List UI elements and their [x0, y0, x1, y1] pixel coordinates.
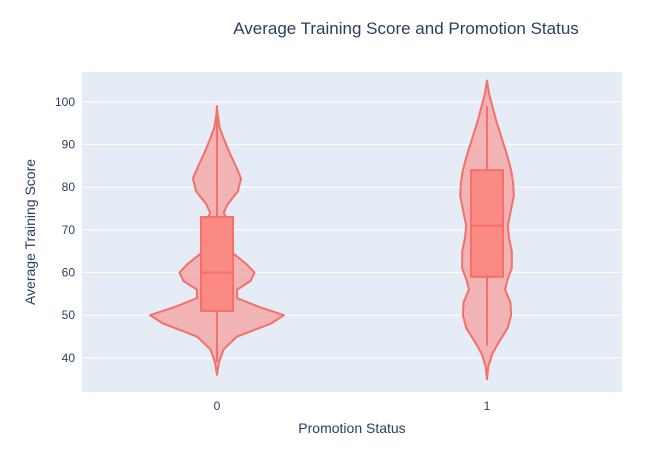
- x-axis-label: Promotion Status: [298, 420, 405, 436]
- violin-1: [459, 79, 515, 381]
- y-axis-label: Average Training Score: [22, 159, 38, 305]
- y-tick-label-50: 50: [62, 308, 76, 322]
- y-tick-label-60: 60: [62, 266, 76, 280]
- violins: [149, 79, 515, 381]
- y-tick-label-80: 80: [62, 180, 76, 194]
- plot-background: [82, 72, 622, 392]
- x-tick-label-0: 0: [214, 399, 221, 413]
- chart-title: Average Training Score and Promotion Sta…: [233, 19, 579, 38]
- y-tick-labels: 40 50 60 70 80 90 100: [55, 95, 75, 365]
- box-0: [200, 216, 234, 312]
- y-tick-label-70: 70: [62, 223, 76, 237]
- violin-0: [149, 105, 285, 376]
- y-tick-label-100: 100: [55, 95, 75, 109]
- y-tick-label-90: 90: [62, 138, 76, 152]
- y-tick-label-40: 40: [62, 351, 76, 365]
- box-1: [470, 169, 504, 278]
- x-tick-label-1: 1: [484, 399, 491, 413]
